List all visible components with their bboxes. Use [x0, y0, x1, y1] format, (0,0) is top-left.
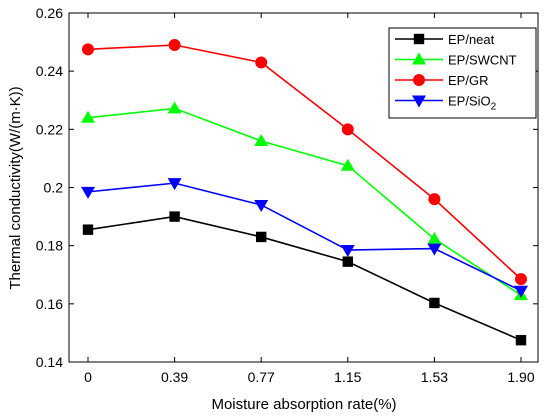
- y-axis-title: Thermal conductivity(W/(m·K)): [7, 86, 24, 289]
- legend-marker: [412, 95, 426, 108]
- series-line: [87, 215, 522, 341]
- data-point: [254, 199, 269, 212]
- y-tick-label: 0.14: [36, 354, 63, 370]
- x-tick-label: 0: [84, 369, 92, 385]
- data-point: [515, 273, 527, 286]
- y-tick-label: 0.2: [44, 180, 64, 196]
- y-tick-label: 0.26: [36, 5, 63, 21]
- x-tick-label: 1.53: [421, 369, 448, 385]
- y-tick-label: 0.16: [36, 296, 63, 312]
- legend-marker: [413, 74, 425, 86]
- data-point: [342, 256, 353, 267]
- series-line: [87, 182, 522, 292]
- data-point: [167, 101, 182, 114]
- x-tick-label: 1.90: [507, 369, 534, 385]
- series-line: [87, 44, 522, 280]
- x-tick-label: 0.77: [248, 369, 275, 385]
- data-point: [254, 133, 269, 146]
- x-tick-label: 0.39: [161, 369, 188, 385]
- x-axis-title: Moisture absorption rate(%): [211, 396, 396, 413]
- data-point: [340, 245, 355, 258]
- legend-label-subscript: 2: [491, 102, 497, 113]
- data-point: [256, 231, 267, 243]
- x-tick-label: 1.15: [334, 369, 361, 385]
- legend-label: EP/SiO2: [448, 94, 497, 113]
- data-point: [340, 158, 355, 171]
- data-point: [341, 123, 354, 136]
- data-point: [81, 186, 95, 199]
- legend-marker: [413, 33, 425, 45]
- data-point: [167, 178, 182, 191]
- legend: EP/neat EP/SWCNT EP/GR EP/SiO2: [388, 27, 537, 119]
- data-point: [428, 193, 441, 206]
- data-point: [169, 211, 180, 222]
- data-point: [514, 285, 528, 298]
- y-tick-label: 0.22: [36, 121, 63, 137]
- y-tick-label: 0.18: [36, 238, 63, 254]
- data-point: [168, 38, 181, 51]
- legend-label: EP/SWCNT: [448, 53, 517, 68]
- legend-label: EP/GR: [448, 73, 488, 88]
- axes-layer: 0 0.39 0.77 1.15 1.53 1.90 0.14 0.16 0.18 0.2 0.22…: [36, 5, 539, 385]
- data-point: [81, 110, 95, 123]
- data-point: [427, 231, 442, 244]
- legend-label: EP/neat: [448, 32, 495, 47]
- legend-marker: [412, 52, 426, 65]
- data-point: [427, 243, 442, 256]
- y-tick-label: 0.24: [36, 63, 63, 79]
- data-point: [82, 43, 94, 56]
- legend-box: [388, 27, 537, 119]
- data-point: [429, 297, 440, 309]
- series-layer: [81, 38, 528, 346]
- data-point: [82, 224, 94, 235]
- data-point: [255, 56, 268, 69]
- data-point: [515, 334, 527, 346]
- series-line: [87, 107, 522, 296]
